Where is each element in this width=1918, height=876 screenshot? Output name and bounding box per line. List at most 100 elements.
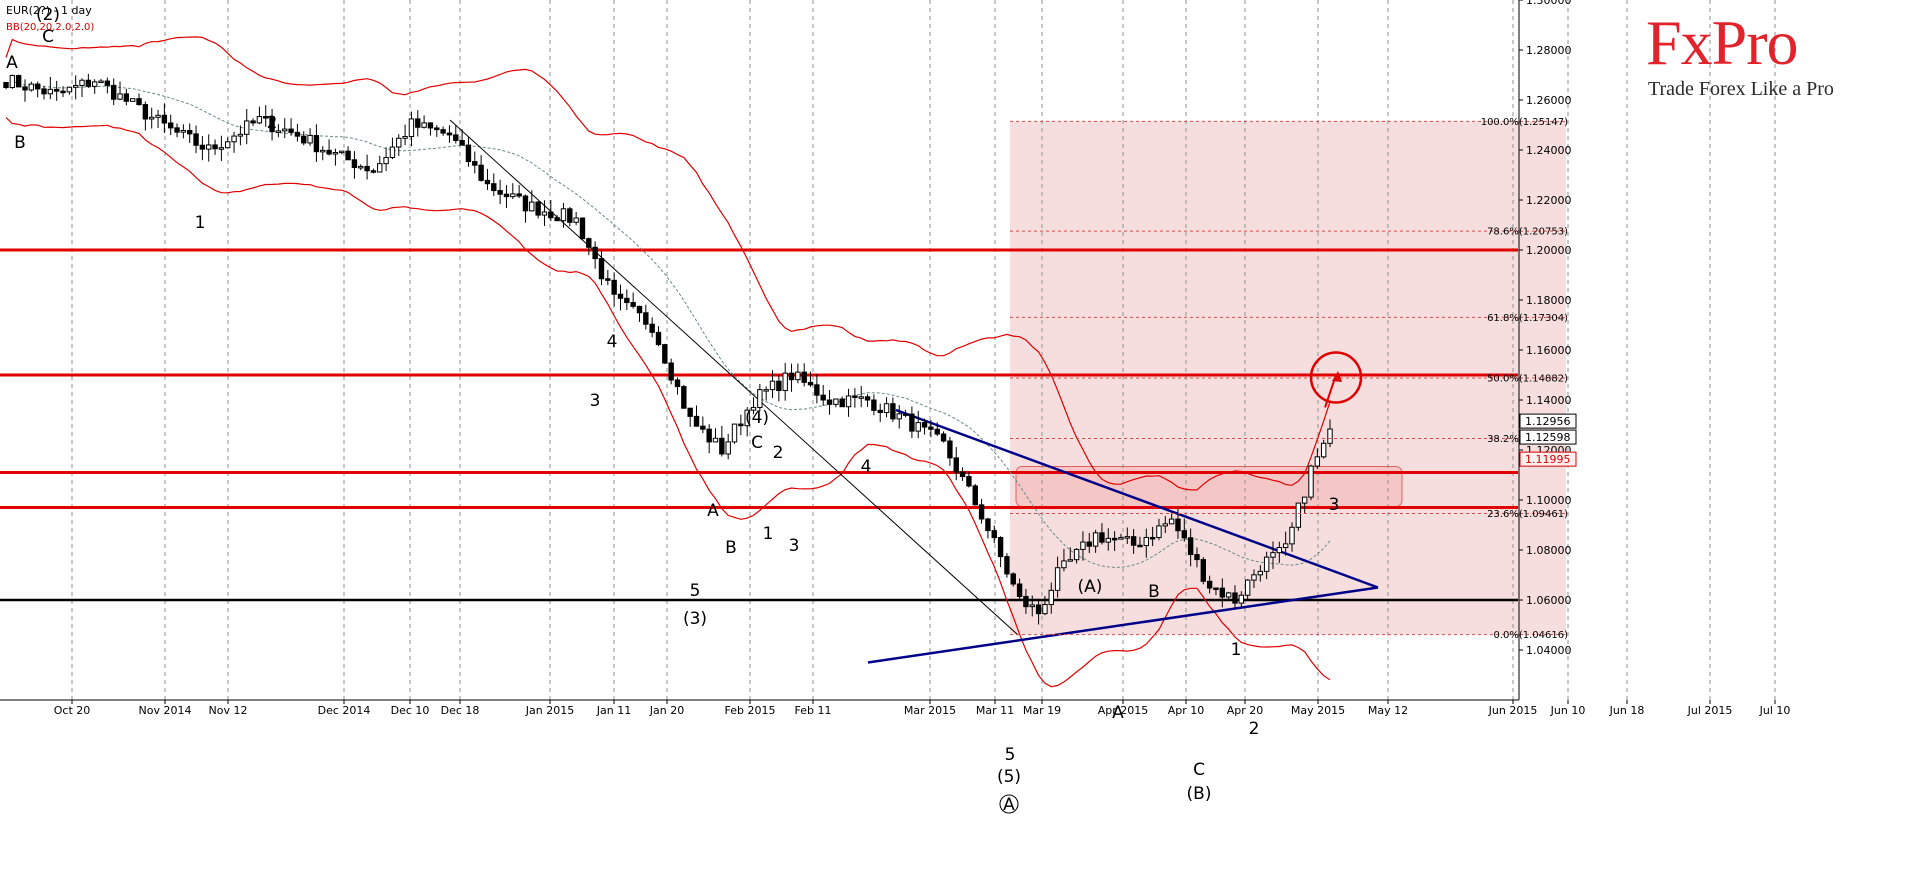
- candle-body: [1023, 595, 1029, 608]
- candle: [890, 397, 896, 422]
- candle-body: [769, 380, 776, 391]
- candle: [149, 107, 155, 129]
- wave-label: (5): [997, 767, 1021, 787]
- candle-body: [244, 120, 250, 135]
- candle-body: [985, 518, 991, 532]
- candle: [592, 241, 598, 269]
- candle: [326, 139, 332, 156]
- candle: [510, 183, 516, 200]
- triangle-upper: [895, 408, 1379, 589]
- wave-label: (B): [1187, 784, 1212, 804]
- candle-body: [1143, 536, 1149, 547]
- candle-body: [1010, 573, 1016, 585]
- candle: [662, 343, 668, 365]
- x-tick-label: Dec 10: [391, 704, 430, 717]
- candle: [212, 139, 218, 155]
- candle-body: [1156, 525, 1162, 539]
- candle-body: [611, 279, 617, 295]
- candle-body: [598, 258, 605, 280]
- fib-label: 78.6%(1.20753): [1487, 227, 1568, 238]
- candle: [795, 363, 801, 384]
- candle-body: [529, 201, 535, 212]
- candle-body: [446, 132, 453, 136]
- candle-body: [1042, 604, 1048, 615]
- y-tick-label: 1.16000: [1526, 344, 1572, 357]
- wave-label: C: [751, 433, 763, 453]
- candle: [1289, 522, 1295, 552]
- candle-body: [1213, 587, 1219, 591]
- candle-body: [320, 149, 326, 153]
- candle-body: [1124, 536, 1130, 539]
- candle-body: [345, 150, 351, 161]
- candle: [1054, 556, 1061, 598]
- candle-body: [459, 139, 465, 146]
- candle: [611, 272, 617, 307]
- candle: [15, 74, 22, 88]
- x-tick-label: Mar 11: [976, 704, 1014, 717]
- candle-body: [142, 104, 149, 120]
- candle-body: [1149, 536, 1156, 540]
- candle: [345, 146, 351, 161]
- x-tick-label: May 12: [1368, 704, 1408, 717]
- candle-body: [1073, 548, 1080, 561]
- candle-body: [472, 161, 478, 166]
- candle-body: [1004, 556, 1010, 575]
- candle-body: [953, 457, 959, 473]
- candle: [681, 385, 687, 409]
- candle-body: [503, 193, 510, 198]
- candle: [237, 125, 244, 146]
- candle: [1194, 547, 1200, 568]
- candle-body: [415, 118, 421, 128]
- candle: [1042, 595, 1048, 616]
- candle: [1270, 541, 1276, 569]
- candle-body: [351, 159, 358, 169]
- candle-body: [402, 136, 408, 139]
- logo-tagline: Trade Forex Like a Pro: [1648, 78, 1834, 100]
- chart-title: EUR(2?) - 1 day: [6, 4, 92, 17]
- candle: [155, 109, 161, 128]
- candle-body: [269, 116, 275, 133]
- wave-label: B: [1148, 582, 1160, 602]
- candle-body: [1092, 532, 1099, 547]
- candle-body: [807, 381, 814, 386]
- y-tick-label: 1.22000: [1526, 194, 1572, 207]
- candle: [1187, 528, 1194, 567]
- candle: [53, 80, 60, 101]
- candle: [168, 114, 174, 135]
- candle: [218, 135, 225, 161]
- candle-body: [1016, 583, 1023, 597]
- candle: [1130, 528, 1137, 554]
- candle-body: [649, 323, 655, 333]
- candle-body: [110, 84, 117, 100]
- candle-body: [858, 396, 864, 399]
- y-tick-label: 1.28000: [1526, 44, 1572, 57]
- candle: [991, 525, 997, 544]
- candle-body: [510, 193, 516, 198]
- y-tick-label: 1.14000: [1526, 394, 1572, 407]
- candle-body: [478, 164, 484, 181]
- candle: [434, 125, 440, 137]
- candle: [972, 483, 978, 506]
- candle-body: [991, 530, 997, 539]
- candle: [630, 292, 636, 309]
- wave-label: 2: [1249, 719, 1260, 739]
- candle: [1219, 578, 1226, 608]
- candle: [402, 124, 408, 146]
- candle: [814, 374, 820, 404]
- candle: [244, 109, 250, 145]
- candle-body: [339, 150, 345, 154]
- candle: [560, 202, 567, 228]
- candle-body: [763, 389, 769, 392]
- candle-body: [719, 437, 725, 455]
- candle: [820, 384, 826, 406]
- candle: [358, 164, 364, 171]
- candle: [573, 212, 579, 226]
- candle: [491, 173, 497, 196]
- candle-body: [1080, 541, 1086, 550]
- candle-body: [1130, 536, 1137, 546]
- x-tick-label: Jan 2015: [525, 704, 574, 717]
- candle-body: [630, 302, 636, 307]
- candle-body: [294, 131, 301, 137]
- x-tick-label: Dec 2014: [318, 704, 371, 717]
- candle: [763, 386, 769, 401]
